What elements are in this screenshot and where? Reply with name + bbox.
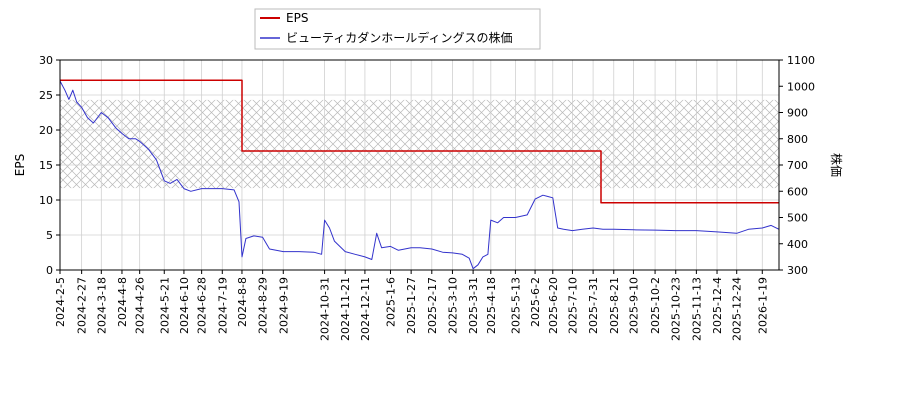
right-tick-label: 400 (787, 238, 808, 251)
x-tick-label: 2025-3-31 (467, 277, 480, 334)
x-tick-label: 2024-7-19 (216, 277, 229, 334)
right-tick-label: 1000 (787, 80, 815, 93)
series-layer (60, 79, 779, 270)
x-tick-label: 2024-10-31 (319, 277, 332, 341)
legend: EPS ビューティカダンホールディングスの株価 (254, 8, 541, 50)
x-tick-label: 2024-4-26 (134, 277, 147, 334)
x-tick-label: 2024-9-19 (277, 277, 290, 334)
left-tick-label: 5 (46, 229, 53, 242)
x-tick-label: 2024-6-10 (178, 277, 191, 334)
y-left-label: EPS (13, 154, 27, 176)
left-tick-label: 0 (46, 264, 53, 277)
x-tick-label: 2025-11-13 (690, 277, 703, 341)
right-tick-label: 300 (787, 264, 808, 277)
x-axis: 2024-2-5 2024-2-27 2024-3-18 2024-4-8 2024-4… (54, 270, 769, 341)
left-axis: 0 5 10 15 20 25 30 (39, 54, 60, 277)
x-tick-label: 2024-3-18 (95, 277, 108, 334)
band-area (60, 99, 779, 189)
legend-eps-label: EPS (286, 11, 308, 25)
left-tick-label: 25 (39, 89, 53, 102)
grid (59, 59, 779, 271)
x-tick-label: 2024-12-11 (359, 277, 372, 341)
x-tick-label: 2024-8-8 (236, 277, 249, 327)
x-tick-label: 2025-12-24 (731, 277, 744, 341)
right-tick-label: 600 (787, 185, 808, 198)
right-tick-label: 800 (787, 133, 808, 146)
right-axis: 300 400 500 600 700 800 900 1000 1100 (779, 54, 815, 277)
x-tick-label: 2025-2-17 (426, 277, 439, 334)
x-tick-label: 2024-8-29 (257, 277, 270, 334)
x-tick-label: 2025-1-27 (405, 277, 418, 334)
x-tick-label: 2025-7-10 (566, 277, 579, 334)
left-tick-label: 20 (39, 124, 53, 137)
x-tick-label: 2026-1-19 (756, 277, 769, 334)
x-tick-label: 2025-5-13 (509, 277, 522, 334)
x-tick-label: 2025-6-20 (547, 277, 560, 334)
right-tick-label: 900 (787, 107, 808, 120)
x-tick-label: 2025-1-6 (384, 277, 397, 327)
x-tick-label: 2024-11-21 (339, 277, 352, 341)
x-tick-label: 2024-5-21 (158, 277, 171, 334)
x-tick-label: 2024-2-5 (54, 277, 67, 327)
legend-box (254, 8, 541, 50)
x-tick-label: 2025-9-10 (627, 277, 640, 334)
x-tick-label: 2024-4-8 (116, 277, 129, 327)
x-tick-label: 2025-3-10 (446, 277, 459, 334)
left-tick-label: 15 (39, 159, 53, 172)
left-tick-label: 30 (39, 54, 53, 67)
hatched-band (60, 99, 779, 189)
stock-price-line (60, 80, 779, 270)
x-tick-label: 2025-6-2 (529, 277, 542, 327)
x-tick-label: 2025-7-31 (587, 277, 600, 334)
x-tick-label: 2025-8-21 (608, 277, 621, 334)
x-tick-label: 2024-2-27 (76, 277, 89, 334)
x-tick-label: 2025-10-2 (649, 277, 662, 334)
x-tick-label: 2024-6-28 (196, 277, 209, 334)
y-right-label: 株価 (829, 153, 844, 177)
right-tick-label: 700 (787, 159, 808, 172)
x-tick-label: 2025-4-18 (485, 277, 498, 334)
right-tick-label: 500 (787, 212, 808, 225)
eps-line (60, 79, 779, 204)
left-tick-label: 10 (39, 194, 53, 207)
x-tick-label: 2025-10-23 (670, 277, 683, 341)
right-tick-label: 1100 (787, 54, 815, 67)
legend-stock-label: ビューティカダンホールディングスの株価 (286, 30, 512, 45)
x-tick-label: 2025-12-4 (711, 277, 724, 334)
